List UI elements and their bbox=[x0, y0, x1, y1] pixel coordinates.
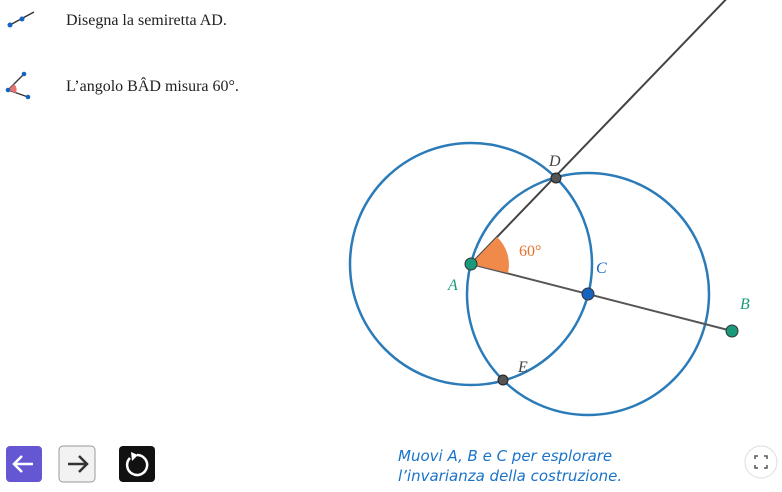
caption-line: Muovi A, B e C per esplorare bbox=[398, 447, 613, 465]
point-label: E bbox=[517, 359, 528, 376]
point-label: C bbox=[596, 260, 607, 277]
reset-button[interactable] bbox=[119, 446, 155, 482]
fullscreen-button[interactable] bbox=[744, 445, 778, 479]
point-label: B bbox=[740, 296, 750, 313]
point[interactable] bbox=[581, 287, 595, 301]
point bbox=[550, 172, 562, 184]
circle-a bbox=[348, 141, 594, 387]
point-label: D bbox=[548, 153, 561, 170]
segment-ab bbox=[470, 263, 733, 332]
angle-label: 60° bbox=[519, 243, 541, 260]
point[interactable] bbox=[464, 257, 478, 271]
circle-c bbox=[465, 171, 711, 417]
angle-arc bbox=[471, 237, 509, 273]
step-text: Disegna la semiretta AD. bbox=[66, 12, 227, 29]
point bbox=[497, 374, 509, 386]
point[interactable] bbox=[725, 324, 739, 338]
ray-icon bbox=[7, 11, 35, 28]
angle-icon bbox=[5, 71, 31, 100]
caption: Muovi A, B e C per esplorare l’invarianz… bbox=[398, 446, 622, 486]
step-text: L’angolo BÂD misura 60°. bbox=[66, 78, 239, 95]
point-label: A bbox=[447, 277, 458, 294]
caption-line: l’invarianza della costruzione. bbox=[398, 467, 623, 485]
ray-ad bbox=[470, 0, 727, 265]
